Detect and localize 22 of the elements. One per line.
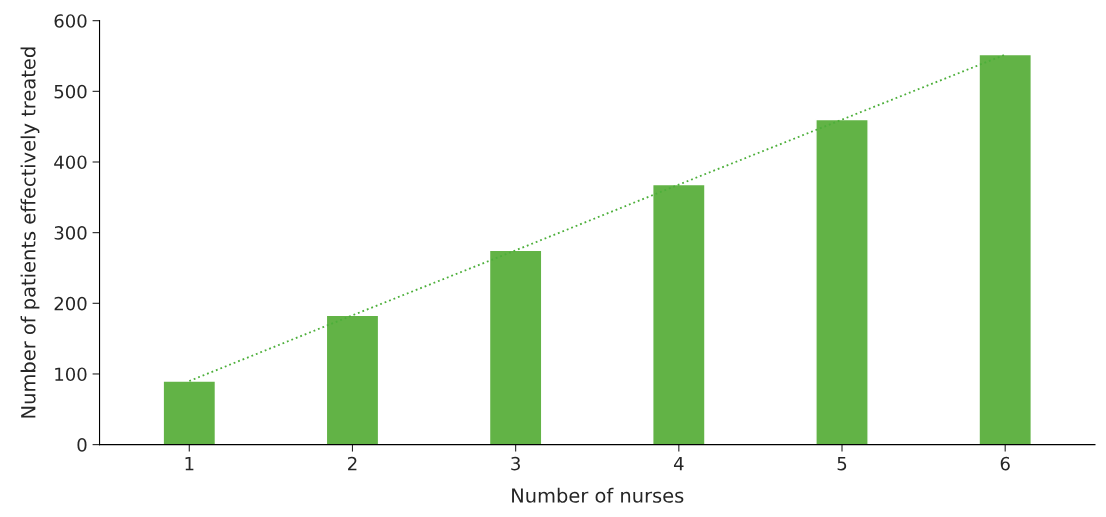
y-tick-label: 600	[54, 14, 87, 28]
x-tick-label: 1	[185, 456, 194, 471]
y-axis-title: Number of patients effectively treated	[20, 47, 40, 418]
y-tick-label: 200	[54, 296, 87, 311]
bar	[652, 183, 706, 445]
bar	[162, 380, 217, 445]
x-tick-label: 5	[837, 456, 847, 471]
y-tick-label: 400	[54, 155, 87, 170]
y-tick-label: 0	[77, 438, 87, 452]
x-tick-label: 2	[348, 456, 357, 471]
x-axis-title: Number of nurses	[512, 487, 684, 503]
bar	[325, 314, 380, 445]
x-tick-label: 6	[1000, 456, 1010, 471]
bar	[815, 118, 869, 445]
bar	[978, 53, 1032, 445]
y-tick-label: 500	[54, 84, 87, 99]
line-series	[188, 53, 1007, 382]
y-tick-label: 100	[55, 367, 87, 382]
y-tick-label: 300	[54, 226, 87, 240]
bar	[488, 249, 543, 445]
x-tick-label: 4	[673, 456, 684, 471]
x-tick-label: 3	[511, 456, 520, 471]
